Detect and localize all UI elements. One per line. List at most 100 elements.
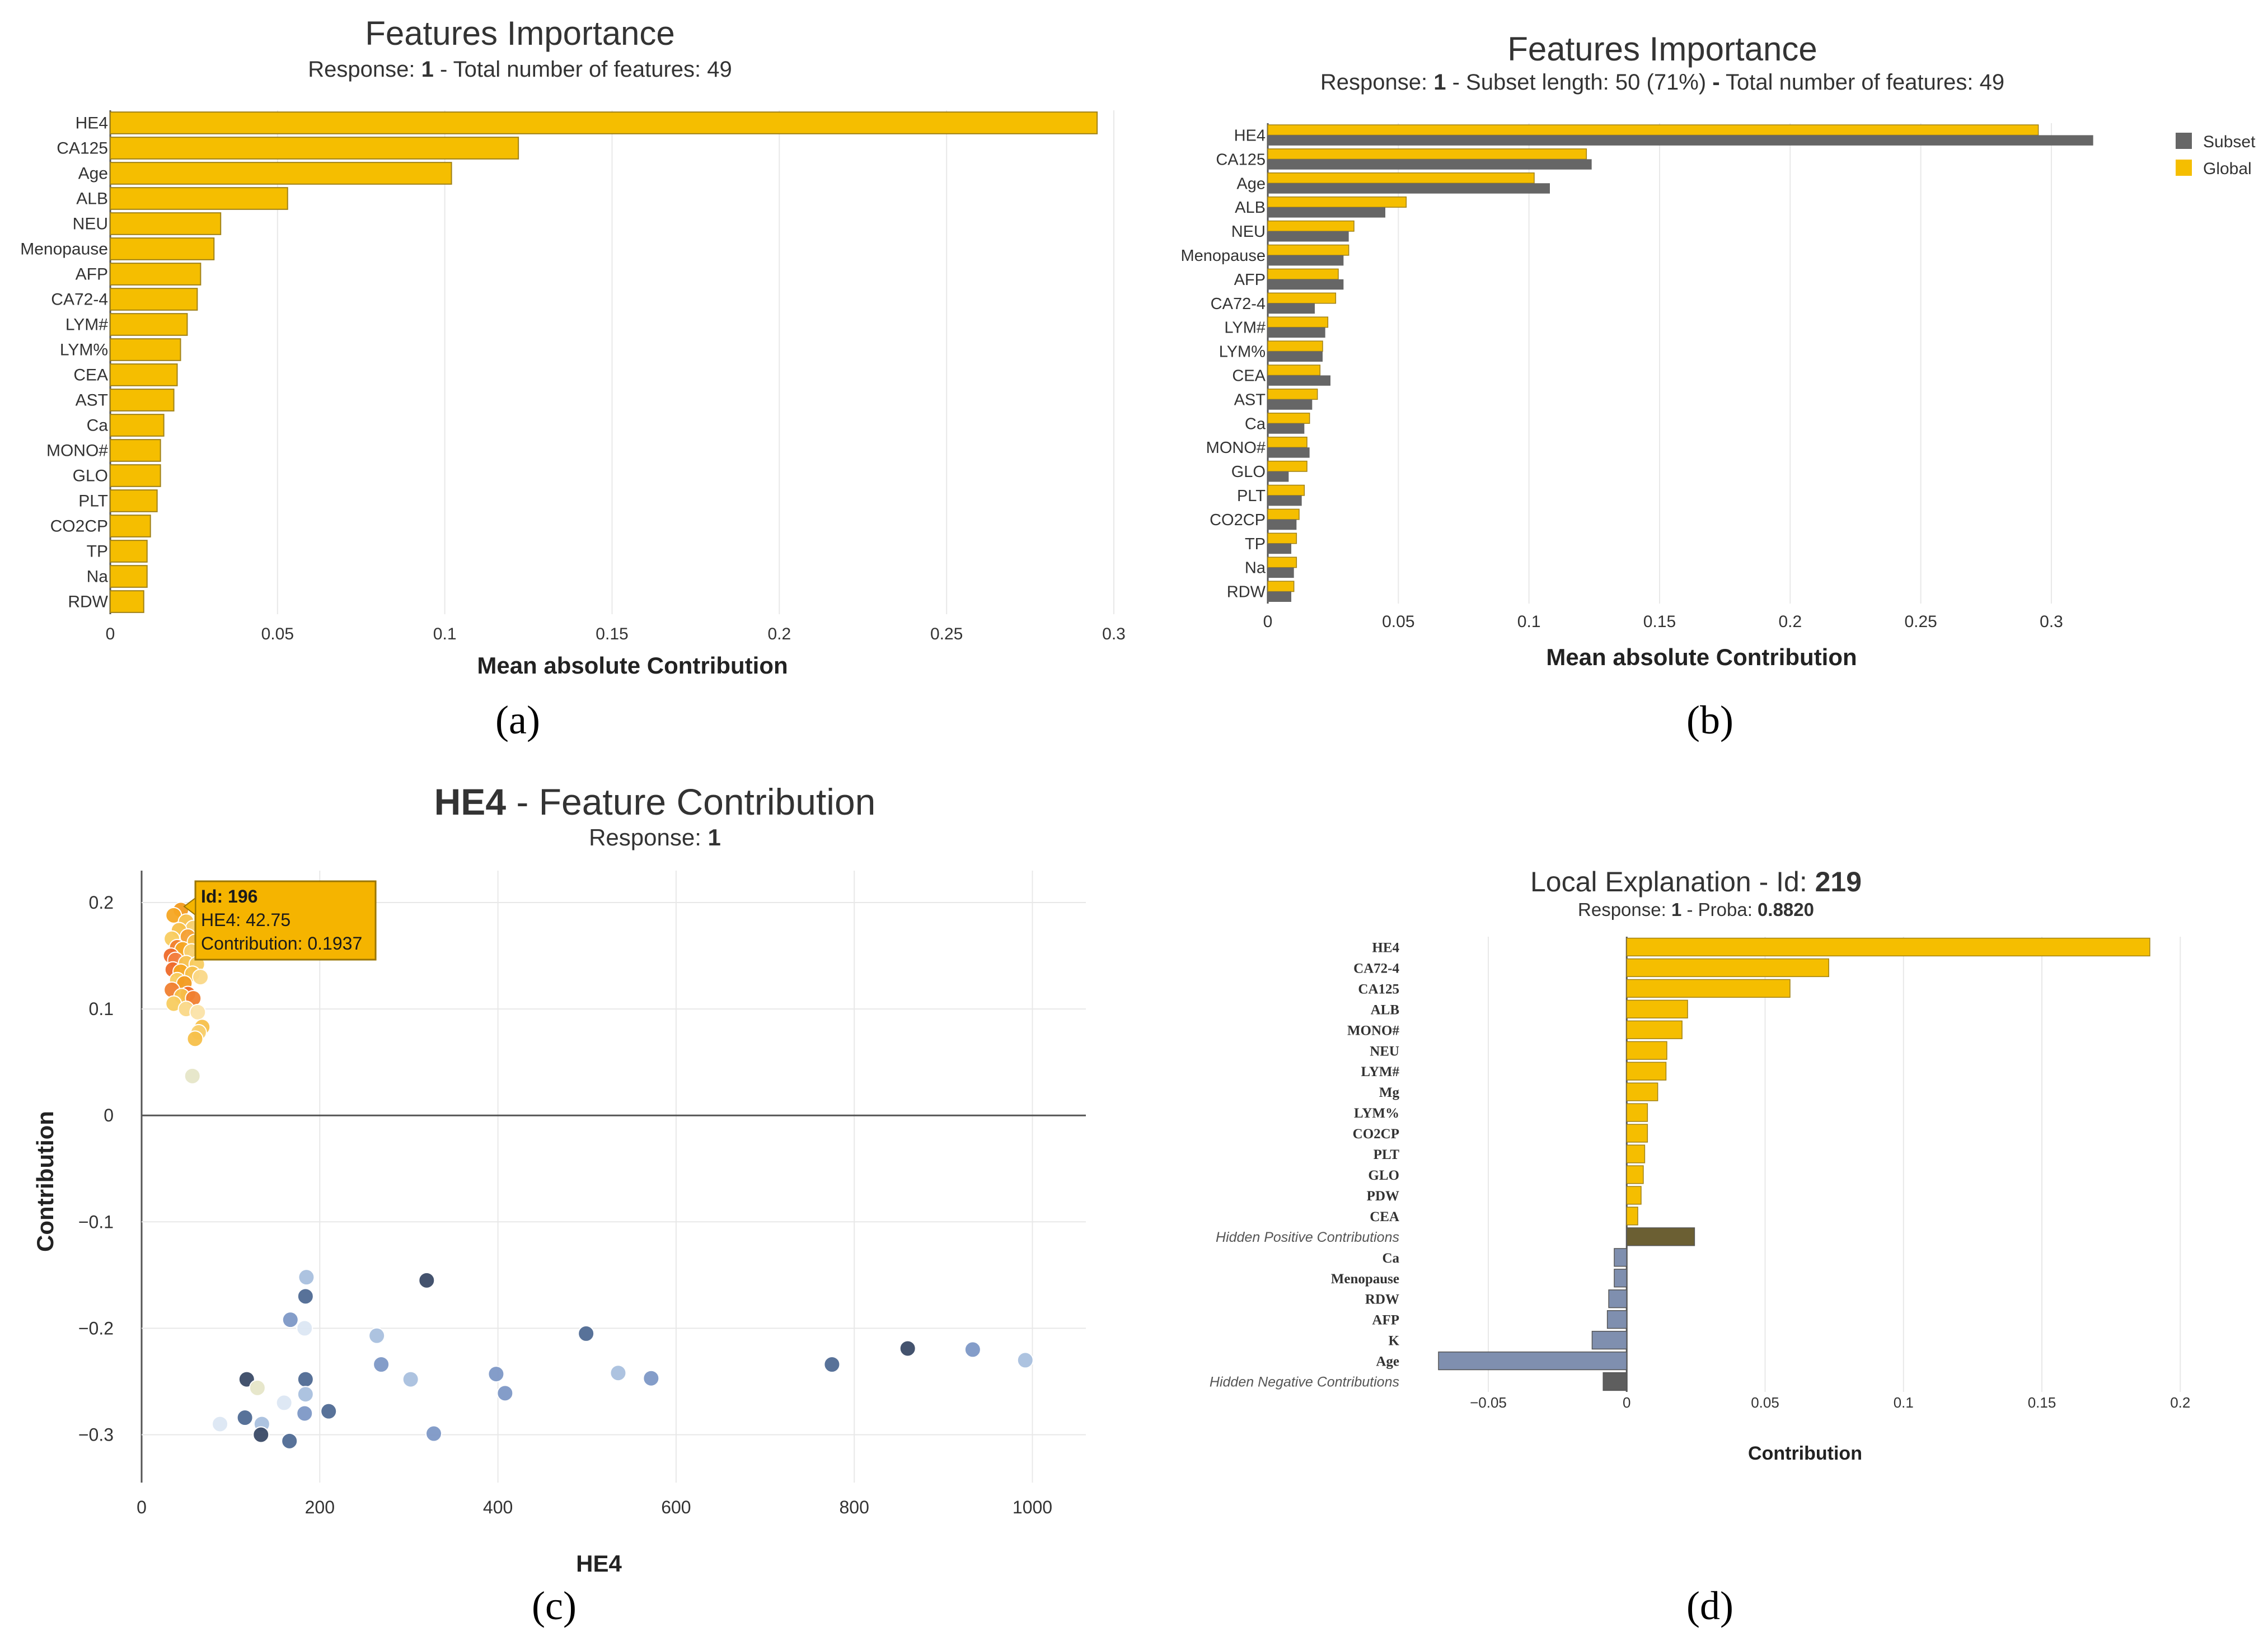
- bar-subset-lym: [1268, 351, 1323, 362]
- panel-a-x-tick-label: 0.25: [930, 625, 963, 643]
- bar-ast: [110, 389, 175, 412]
- bar-global-lym: [1267, 316, 1329, 328]
- panel-a-subtitle: Response: 1 - Total number of features: …: [308, 57, 732, 82]
- category-label-menopause: Menopause: [20, 240, 108, 259]
- panel-d-category-labels: HE4 CA72-4 CA125 ALB MONO# NEU LYM# Mg LYM% CO2CP…: [1210, 940, 1400, 1390]
- panel-b-x-tick-label: 0.3: [2040, 613, 2063, 631]
- bar-subset-age: [1268, 183, 1550, 194]
- panel-b-x-tick-label: 0.25: [1904, 613, 1937, 631]
- bar-na: [110, 565, 148, 588]
- panel-a-gridlines: [109, 110, 1114, 614]
- panel-c-x-tick-label: 600: [661, 1497, 691, 1517]
- data-point-18: [192, 969, 209, 986]
- panel-c-y-tick-label: −0.2: [78, 1318, 114, 1338]
- data-point-60: [281, 1432, 298, 1450]
- panel-d-x-axis-label: Contribution: [1748, 1443, 1862, 1464]
- bar-subset-ca125: [1268, 159, 1592, 170]
- panel-b-letter: (b): [1686, 698, 1733, 742]
- category-label-he4: HE4: [76, 114, 108, 133]
- bar-afp: [110, 263, 202, 286]
- data-point-40: [578, 1325, 595, 1342]
- category-label-neu: NEU: [73, 215, 108, 233]
- category-label-mono: MONO#: [1206, 439, 1266, 457]
- bar-subset-na: [1268, 567, 1294, 578]
- data-point-41: [488, 1366, 505, 1383]
- category-label-ast: AST: [76, 391, 108, 410]
- category-label-ca: Ca: [87, 417, 109, 435]
- category-label-co2cp: CO2CP: [50, 517, 108, 536]
- panel-a-x-tick-label: 0.05: [261, 625, 294, 643]
- data-point-33: [297, 1288, 314, 1305]
- bar-global-ca72-4: [1267, 292, 1337, 304]
- data-point-36: [418, 1272, 435, 1289]
- bar-subset-co2cp: [1268, 519, 1297, 530]
- legend-swatch-global: [2176, 160, 2192, 176]
- category-label-age: Age: [1376, 1354, 1399, 1369]
- bar-subset-tp: [1268, 543, 1291, 554]
- category-label-lym: LYM%: [1354, 1106, 1399, 1121]
- data-point-45: [823, 1356, 841, 1373]
- bar-global-co2cp: [1267, 508, 1300, 520]
- bar-global-he4: [1267, 124, 2039, 136]
- category-label-menopause: Menopause: [1180, 247, 1266, 265]
- data-point-59: [252, 1426, 270, 1443]
- bar-he4: [110, 111, 1098, 134]
- panel-d-title: Local Explanation - Id: 219: [1530, 866, 1862, 898]
- panel-c-x-tick-label: 800: [840, 1497, 869, 1517]
- category-label-mono: MONO#: [1347, 1023, 1400, 1038]
- category-label-alb: ALB: [1235, 199, 1266, 217]
- panel-d-subtitle: Response: 1 - Proba: 0.8820: [1578, 899, 1814, 920]
- tooltip-box: [194, 880, 377, 961]
- bar-global-tp: [1267, 532, 1297, 544]
- category-label-rdw: RDW: [1227, 583, 1266, 601]
- panel-a-category-labels: HE4 CA125 Age ALB NEU Menopause AFP CA72-4 LYM# L…: [20, 114, 108, 611]
- category-label-age: Age: [78, 165, 108, 183]
- category-label-co2cp: CO2CP: [1353, 1126, 1399, 1142]
- category-label-alb: ALB: [76, 190, 108, 208]
- panel-d-letter: (d): [1686, 1583, 1733, 1628]
- bar-subset-menopause: [1268, 255, 1344, 266]
- panel-d-x-tick-labels: −0.05 0 0.05 0.1 0.15 0.2: [1470, 1394, 2190, 1411]
- data-point-27: [189, 1003, 207, 1021]
- category-label-ca125: CA125: [1358, 981, 1399, 997]
- bar-subset-cea: [1268, 375, 1330, 386]
- category-label-k: K: [1389, 1334, 1400, 1349]
- bar-lym: [1626, 1103, 1648, 1122]
- category-label-tp: TP: [87, 543, 108, 561]
- panel-b-title: Features Importance: [1507, 30, 1817, 68]
- bar-hidden-negative-contributions: [1602, 1372, 1628, 1391]
- bar-plt: [110, 489, 158, 512]
- panel-c-x-axis-label: HE4: [576, 1550, 622, 1577]
- bar-global-lym: [1267, 340, 1323, 352]
- panel-a-x-tick-labels: 0 0.05 0.1 0.15 0.2 0.25 0.3: [106, 625, 1126, 643]
- data-point-39: [402, 1371, 419, 1388]
- data-point-30: [186, 1030, 204, 1048]
- panel-c-x-tick-label: 400: [483, 1497, 513, 1517]
- category-label-tp: TP: [1245, 535, 1266, 553]
- category-label-neu: NEU: [1231, 223, 1266, 241]
- panel-c-subtitle: Response: 1: [589, 824, 721, 850]
- panel-a-x-tick-label: 0.3: [1102, 625, 1126, 643]
- bar-subset-afp: [1268, 279, 1344, 290]
- panel-b-x-tick-labels: 0 0.05 0.1 0.15 0.2 0.25 0.3: [1263, 613, 2063, 631]
- data-point-51: [297, 1371, 314, 1388]
- panel-a-letter: (a): [495, 698, 540, 742]
- bar-cea: [110, 363, 178, 386]
- bar-subset-neu: [1268, 231, 1349, 242]
- data-point-44: [643, 1369, 660, 1387]
- bar-menopause: [110, 237, 215, 260]
- data-point-42: [496, 1385, 514, 1402]
- bar-he4: [1626, 937, 2150, 957]
- bar-co2cp: [1626, 1124, 1648, 1143]
- panel-c-y-tick-label: 0.2: [89, 892, 114, 913]
- bar-alb: [1626, 999, 1688, 1018]
- panel-d-x-tick-label: −0.05: [1470, 1394, 1507, 1411]
- category-label-glo: GLO: [73, 467, 108, 485]
- panel-a-bars: [110, 111, 1098, 613]
- data-point-47: [964, 1341, 981, 1358]
- category-label-glo: GLO: [1368, 1168, 1399, 1183]
- tooltip-id: Id: 196: [201, 886, 257, 906]
- category-label-lym: LYM#: [65, 316, 108, 334]
- panel-c-x-tick-label: 200: [305, 1497, 335, 1517]
- bar-global-ca125: [1267, 148, 1587, 160]
